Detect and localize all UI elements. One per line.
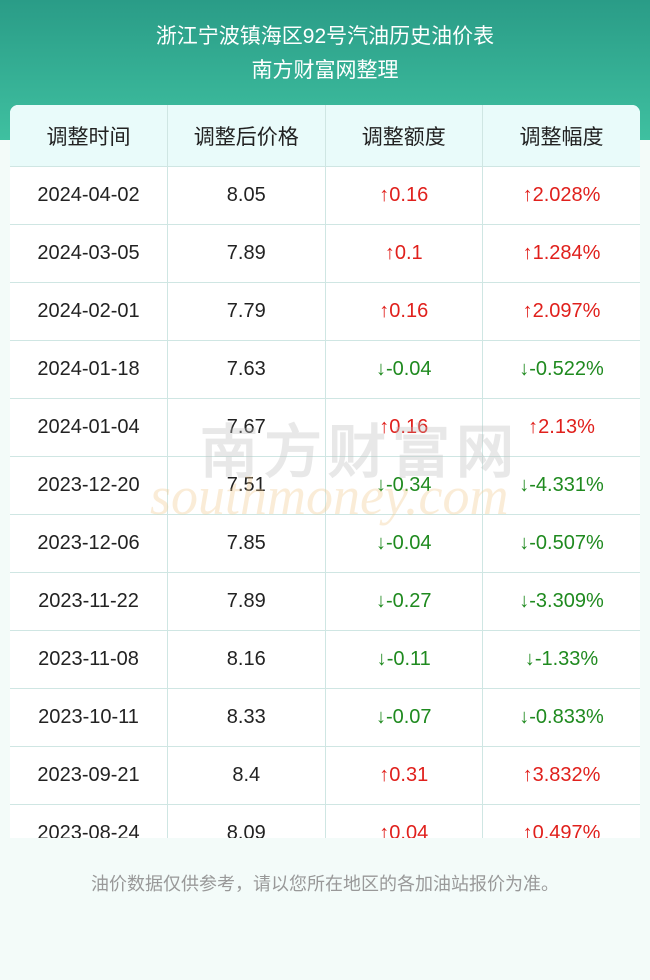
table-cell: 2023-11-22 [10,572,168,631]
table-cell: ↓-4.331% [482,456,640,515]
table-cell: ↓-0.11 [324,630,483,689]
table-body: 2024-04-02 8.05 ↑0.16 ↑2.028% 2024-03-05 7.89… [10,166,640,838]
table-cell: ↑2.097% [482,282,640,341]
table-row: 2024-04-02 8.05 ↑0.16 ↑2.028% [10,166,640,225]
subtitle: 南方财富网整理 [251,59,399,82]
table-cell: ↓-0.833% [482,688,640,747]
table-cell: 8.09 [167,804,326,838]
table-cell: 2023-09-21 [10,746,168,805]
table-row: 2023-08-24 8.09 ↑0.04 ↑0.497% [10,804,640,838]
table-cell: 2024-04-02 [10,166,168,225]
table-cell: ↓-0.07 [324,688,483,747]
table-cell: ↑0.497% [482,804,640,838]
table-cell: 2023-12-20 [10,456,168,515]
table-cell: ↑2.13% [482,398,640,457]
footer-note: 油价数据仅供参考，请以您所在地区的各加油站报价为准。 [91,874,559,894]
table-cell: ↓-3.309% [482,572,640,631]
table-cell: 2024-01-04 [10,398,168,457]
column-header: 调整后价格 [167,105,326,167]
table-row: 2024-01-04 7.67 ↑0.16 ↑2.13% [10,398,640,457]
table-cell: 2024-02-01 [10,282,168,341]
table-cell: ↓-0.27 [324,572,483,631]
table-cell: ↑0.04 [324,804,483,838]
column-header: 调整时间 [10,105,168,167]
table-cell: 7.89 [167,572,326,631]
table-row: 2023-09-21 8.4 ↑0.31 ↑3.832% [10,746,640,805]
table-cell: 7.51 [167,456,326,515]
table-cell: 8.16 [167,630,326,689]
table-cell: 7.85 [167,514,326,573]
table-row: 2023-10-11 8.33 ↓-0.07 ↓-0.833% [10,688,640,747]
table-row: 2023-12-20 7.51 ↓-0.34 ↓-4.331% [10,456,640,515]
table-cell: ↑1.284% [482,224,640,283]
table-cell: ↑0.1 [324,224,483,283]
table-cell: 7.63 [167,340,326,399]
table-cell: ↓-0.04 [324,340,483,399]
table-row: 2023-11-08 8.16 ↓-0.11 ↓-1.33% [10,630,640,689]
table-row: 2024-03-05 7.89 ↑0.1 ↑1.284% [10,224,640,283]
table-cell: ↑0.16 [324,398,483,457]
table-cell: ↑0.31 [324,746,483,805]
table-cell: ↓-0.34 [324,456,483,515]
table-cell: ↑0.16 [324,166,483,225]
table-cell: 2023-12-06 [10,514,168,573]
table-cell: 2023-08-24 [10,804,168,838]
table-cell: 2024-01-18 [10,340,168,399]
title: 浙江宁波镇海区92号汽油历史油价表 [155,25,495,48]
table-cell: ↓-0.522% [482,340,640,399]
table-cell: ↑0.16 [324,282,483,341]
table-cell: 2024-03-05 [10,224,168,283]
table-cell: 2023-11-08 [10,630,168,689]
table-cell: 2023-10-11 [10,688,168,747]
price-table: 调整时间 调整后价格 调整额度 调整幅度 2024-04-02 8.05 ↑0.16 ↑2.… [10,105,640,838]
table-row: 2024-01-18 7.63 ↓-0.04 ↓-0.522% [10,340,640,399]
table-row: 2024-02-01 7.79 ↑0.16 ↑2.097% [10,282,640,341]
table-cell: ↑3.832% [482,746,640,805]
table-cell: 8.33 [167,688,326,747]
table-row: 2023-12-06 7.85 ↓-0.04 ↓-0.507% [10,514,640,573]
table-cell: ↑2.028% [482,166,640,225]
table-cell: ↓-0.04 [324,514,483,573]
table-cell: 7.89 [167,224,326,283]
table-cell: 7.67 [167,398,326,457]
table-row: 2023-11-22 7.89 ↓-0.27 ↓-3.309% [10,572,640,631]
table-cell: ↓-1.33% [482,630,640,689]
table-cell: 7.79 [167,282,326,341]
table-cell: 8.05 [167,166,326,225]
table-cell: ↓-0.507% [482,514,640,573]
column-header: 调整幅度 [482,105,640,167]
header-row: 调整时间 调整后价格 调整额度 调整幅度 [10,105,640,167]
column-header: 调整额度 [324,105,483,167]
table-cell: 8.4 [167,746,326,805]
table-card: 调整时间 调整后价格 调整额度 调整幅度 2024-04-02 8.05 ↑0.16 ↑2.… [10,105,640,838]
